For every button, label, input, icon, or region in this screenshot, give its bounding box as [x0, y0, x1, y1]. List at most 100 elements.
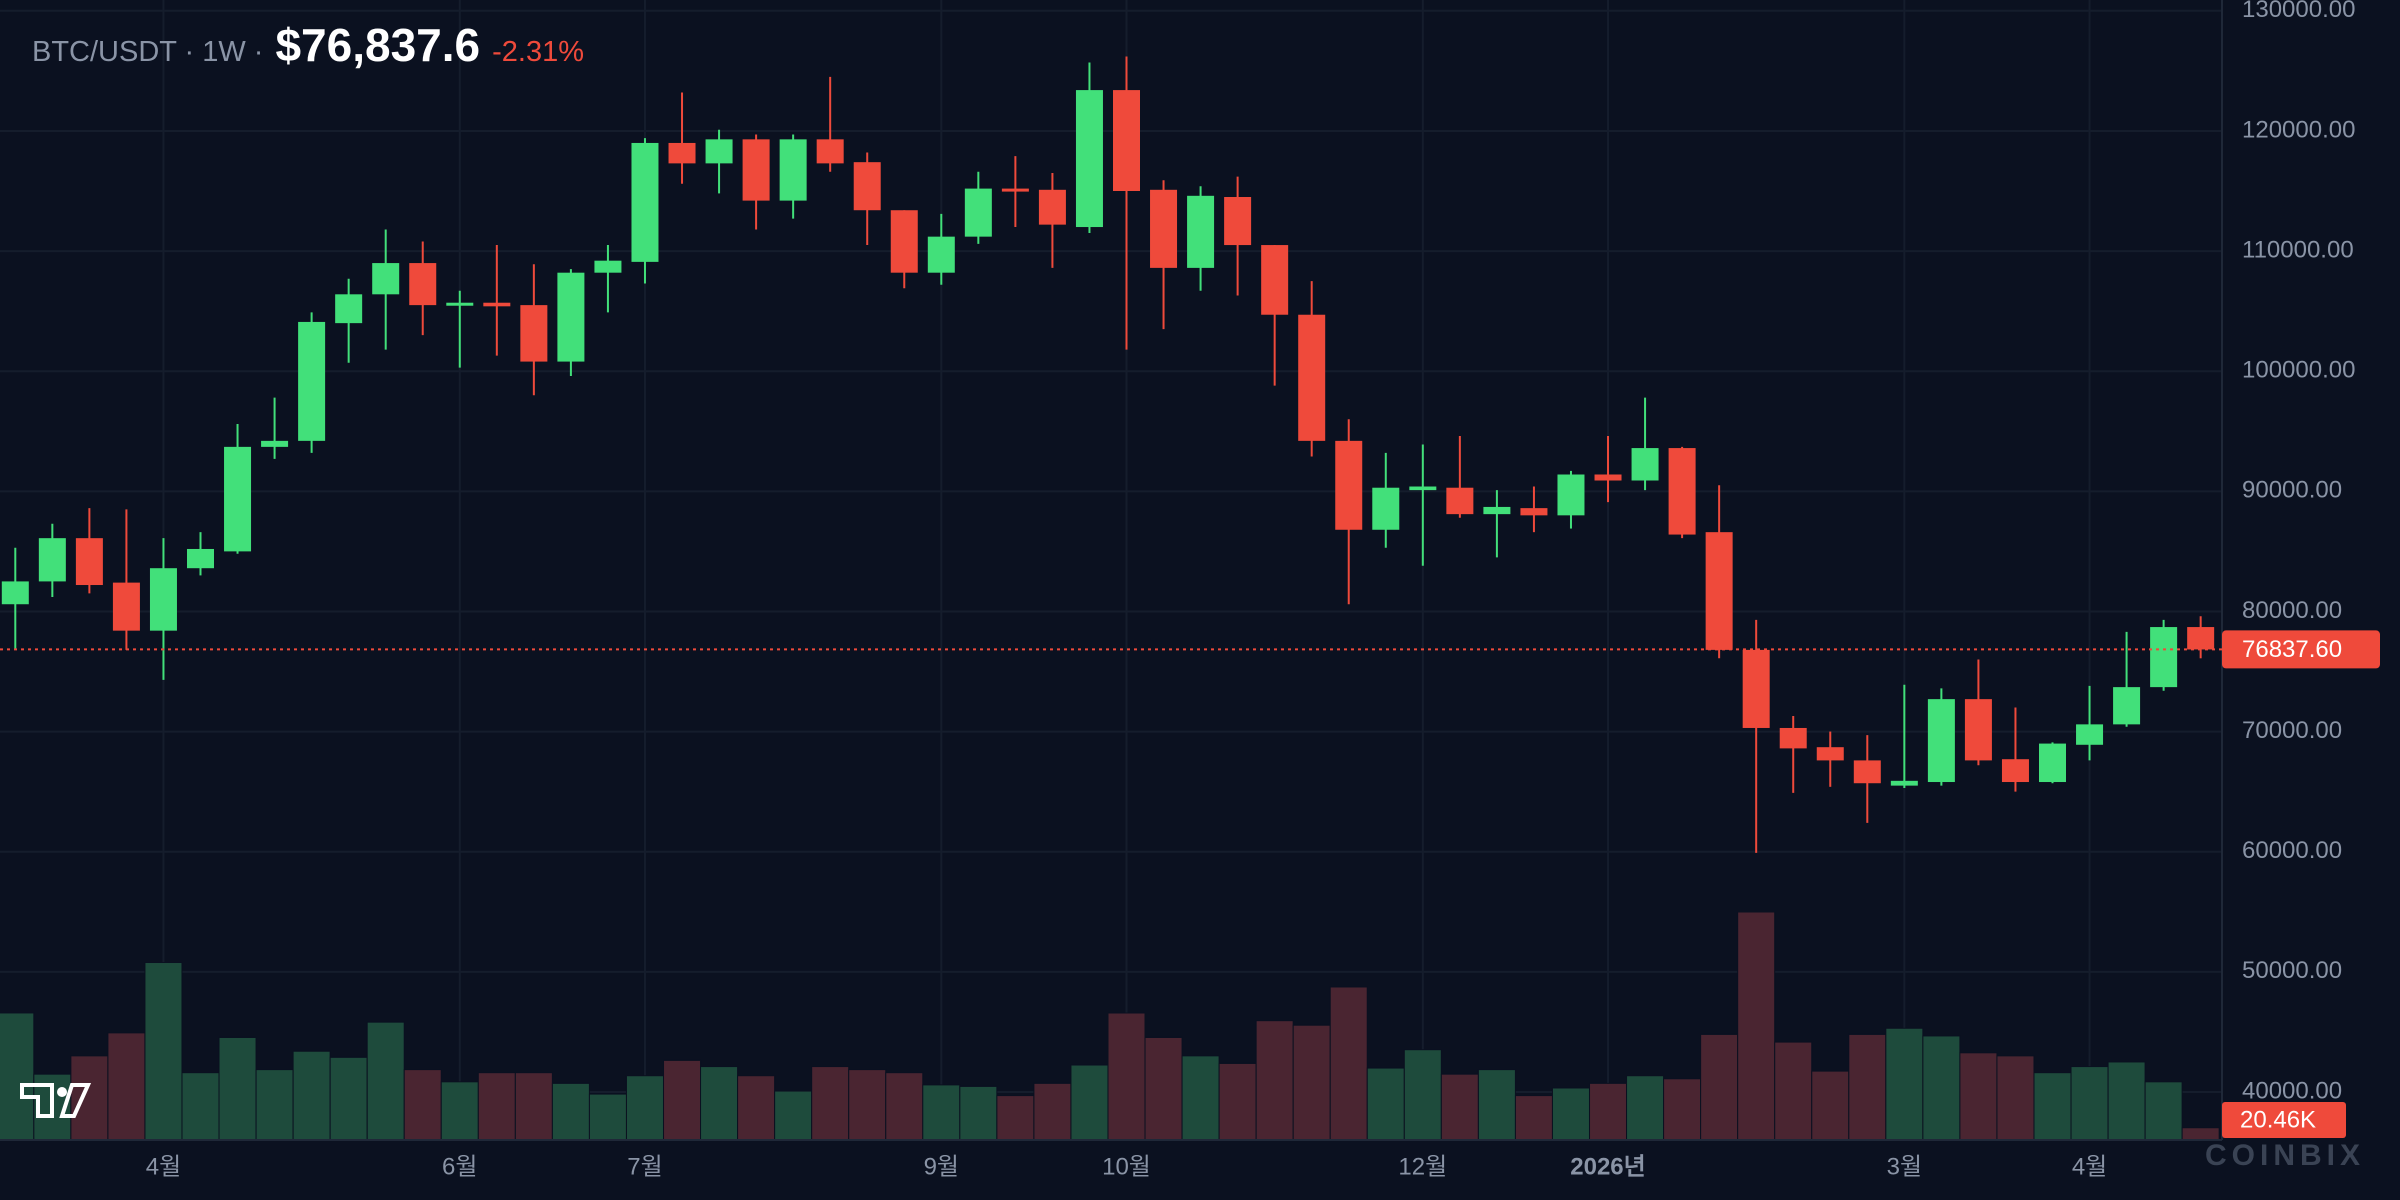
volume-bar: [848, 1069, 887, 1141]
volume-bar: [144, 962, 183, 1141]
candle-body: [187, 548, 214, 569]
volume-bar: [922, 1084, 961, 1141]
candle-body: [1038, 189, 1066, 225]
volume-bar: [1181, 1055, 1220, 1141]
candle-body: [75, 538, 103, 586]
candle-body: [705, 139, 733, 164]
volume-bar: [1700, 1033, 1739, 1141]
candle-body: [1113, 90, 1140, 192]
volume-bar: [1551, 1087, 1590, 1141]
candle-body: [1631, 448, 1659, 481]
volume-bar: [255, 1069, 294, 1141]
volume-bar: [2144, 1081, 2183, 1141]
y-tick-label: 60000.00: [2242, 837, 2342, 864]
y-tick-label: 110000.00: [2242, 236, 2354, 263]
candle-body: [631, 142, 659, 262]
x-tick-label: 4월: [146, 1153, 181, 1180]
y-tick-label: 130000.00: [2242, 0, 2355, 23]
candle-body: [668, 142, 696, 164]
price: $76,837.6: [275, 19, 481, 71]
y-tick-label: 100000.00: [2242, 357, 2355, 384]
volume-bar: [551, 1082, 590, 1141]
volume-bar: [0, 1012, 35, 1141]
candle-body: [1372, 487, 1400, 530]
volume-tag: [2222, 1102, 2346, 1138]
candle-body: [1, 581, 29, 605]
candle-body: [520, 305, 548, 362]
candle-body: [372, 263, 400, 295]
x-tick-label: 7월: [627, 1153, 662, 1180]
candle-body: [2039, 743, 2066, 783]
candle-body: [224, 446, 252, 552]
volume-bar: [663, 1059, 702, 1141]
volume-bar: [366, 1021, 405, 1141]
volume-bar: [1255, 1020, 1294, 1141]
volume-pane: [0, 911, 2220, 1141]
volume-bar: [514, 1072, 553, 1141]
candle-body: [964, 188, 992, 237]
volume-bar: [1626, 1075, 1665, 1141]
volume-bar: [440, 1081, 479, 1141]
volume-bar: [403, 1069, 442, 1141]
candle-body: [1927, 699, 1955, 783]
volume-bar: [1366, 1067, 1405, 1141]
candles: [1, 56, 2215, 853]
candle-body: [1742, 649, 1770, 728]
volume-bar: [625, 1075, 664, 1141]
candle-body: [1335, 440, 1363, 530]
volume-bar: [1218, 1062, 1257, 1141]
candle-body: [1409, 486, 1437, 491]
logo-shape: [20, 1083, 54, 1118]
volume-bar: [2033, 1072, 2072, 1141]
volume-bar: [1440, 1073, 1479, 1141]
candle-body: [2150, 627, 2178, 688]
candle-body: [1187, 195, 1215, 268]
volume-bar: [1811, 1070, 1850, 1141]
candle-body: [1298, 314, 1326, 441]
candle-body: [1964, 699, 1992, 761]
x-tick-label: 4월: [2072, 1153, 2107, 1180]
candle-body: [1779, 727, 1807, 749]
candle-body: [298, 321, 326, 441]
candle-body: [1853, 760, 1881, 784]
volume-bar: [70, 1055, 109, 1141]
candle-body: [409, 263, 437, 306]
candle-body: [890, 210, 918, 273]
candle-body: [1890, 780, 1918, 786]
grid: [0, 0, 2222, 1140]
watermark: COINBIX: [2205, 1139, 2365, 1172]
candle-body: [335, 294, 363, 324]
volume-bar: [1959, 1052, 1998, 1141]
y-tick-label: 90000.00: [2242, 477, 2342, 504]
volume-bar: [218, 1036, 257, 1141]
change: -2.31%: [492, 36, 585, 68]
volume-bar: [1107, 1012, 1146, 1141]
y-tick-label: 80000.00: [2242, 597, 2342, 624]
volume-bar: [1848, 1033, 1887, 1141]
volume-bar: [2107, 1061, 2146, 1141]
candle-body: [38, 538, 66, 582]
x-tick-label: 2026년: [1570, 1153, 1645, 1180]
candle-body: [816, 139, 844, 164]
candle-body: [927, 236, 955, 273]
candle-body: [1668, 448, 1696, 535]
volume-bar: [292, 1050, 331, 1141]
last-price-tag: [2222, 630, 2380, 669]
candle-body: [1594, 474, 1622, 481]
candle-body: [594, 260, 622, 273]
candle-body: [1446, 487, 1474, 515]
x-tick-label: 12월: [1398, 1153, 1447, 1180]
volume-bar: [885, 1072, 924, 1141]
y-tick-label: 40000.00: [2242, 1077, 2342, 1104]
volume-bar: [1922, 1035, 1961, 1141]
candle-body: [1520, 508, 1548, 516]
symbol: BTC/USDT · 1W ·: [32, 36, 264, 68]
candle-body: [2187, 627, 2215, 650]
candle-body: [1150, 189, 1178, 268]
volume-bar: [737, 1075, 776, 1141]
x-tick-label: 9월: [924, 1153, 959, 1180]
y-tick-label: 50000.00: [2242, 957, 2342, 984]
volume-bar: [1663, 1078, 1702, 1141]
candle-body: [853, 162, 881, 211]
